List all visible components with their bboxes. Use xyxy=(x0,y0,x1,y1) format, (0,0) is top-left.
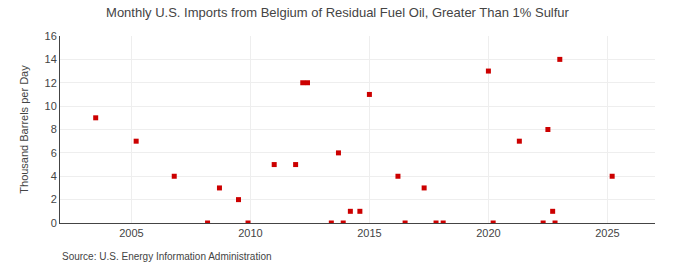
svg-text:2005: 2005 xyxy=(119,227,143,239)
svg-text:6: 6 xyxy=(51,147,57,159)
svg-text:0: 0 xyxy=(51,217,57,229)
svg-text:4: 4 xyxy=(51,170,57,182)
svg-text:2015: 2015 xyxy=(357,227,381,239)
svg-text:8: 8 xyxy=(51,123,57,135)
svg-text:16: 16 xyxy=(45,30,57,42)
svg-text:12: 12 xyxy=(45,77,57,89)
svg-text:10: 10 xyxy=(45,100,57,112)
svg-text:Source: U.S. Energy Informatio: Source: U.S. Energy Information Administ… xyxy=(62,251,272,262)
svg-text:2010: 2010 xyxy=(238,227,262,239)
svg-text:Thousand Barrels per Day: Thousand Barrels per Day xyxy=(18,65,30,194)
svg-text:2025: 2025 xyxy=(595,227,619,239)
svg-text:2020: 2020 xyxy=(476,227,500,239)
svg-text:2: 2 xyxy=(51,193,57,205)
svg-text:Monthly U.S. Imports from Belg: Monthly U.S. Imports from Belgium of Res… xyxy=(106,5,570,20)
svg-text:14: 14 xyxy=(45,53,57,65)
